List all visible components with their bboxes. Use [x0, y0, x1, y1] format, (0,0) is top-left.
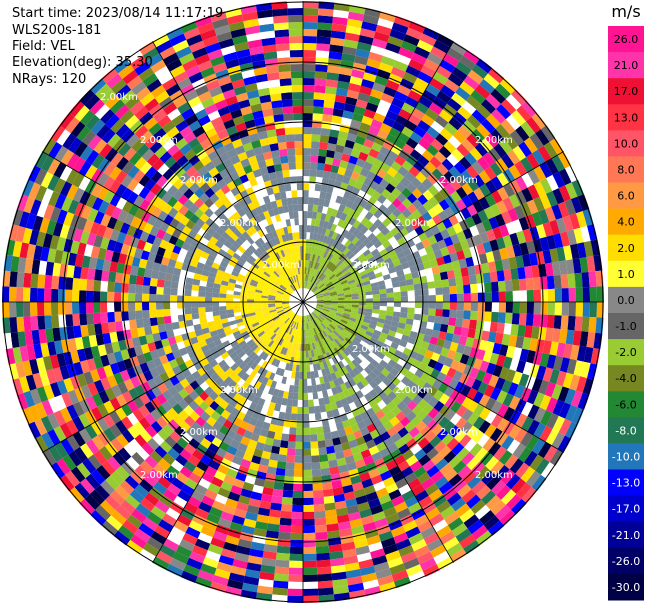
colorbar-swatch — [608, 286, 644, 314]
colorbar-tick-label: -6.0 — [615, 398, 636, 411]
colorbar-swatch — [608, 260, 644, 288]
colorbar-tick-label: 10.0 — [614, 137, 639, 150]
colorbar-tick-label: -8.0 — [615, 424, 636, 437]
colorbar-swatch — [608, 208, 644, 236]
instrument-label: WLS200s-181 — [12, 23, 102, 38]
range-ring-label: 2.00km — [140, 470, 178, 481]
colorbar-swatch — [608, 521, 644, 549]
nrays-label: NRays: 120 — [12, 72, 87, 87]
azimuth-spoke — [302, 151, 564, 303]
azimuth-spoke — [42, 151, 304, 303]
azimuth-spoke — [302, 41, 454, 303]
range-ring-label: 2.00km — [140, 135, 178, 146]
colorbar-tick-label: -30.0 — [612, 581, 640, 594]
colorbar-title: m/s — [611, 2, 640, 21]
range-ring-label: 2.00km — [475, 135, 513, 146]
elevation-label: Elevation(deg): 35.30 — [12, 55, 153, 70]
colorbar-swatch — [608, 495, 644, 523]
field-label: Field: VEL — [12, 39, 75, 54]
colorbar-tick-label: -17.0 — [612, 503, 640, 516]
ppi-plot: 2.00km 2.00km 2.00km 2.00km 2.00km 2.00km 2.00… — [1, 0, 605, 604]
range-ring-label: 2.00km — [395, 218, 433, 229]
colorbar-tick-label: -26.0 — [612, 555, 640, 568]
colorbar-swatch — [608, 130, 644, 157]
colorbar-tick-label: 0.0 — [617, 294, 635, 307]
colorbar-tick-label: 2.0 — [617, 242, 635, 255]
azimuth-spoke — [152, 41, 304, 303]
colorbar-swatch — [608, 469, 644, 497]
start-time-label: Start time: 2023/08/14 11:17:19 — [12, 6, 224, 21]
colorbar-swatch — [608, 156, 644, 184]
colorbar-swatch — [608, 313, 644, 340]
colorbar-swatch — [608, 52, 644, 79]
colorbar-tick-label: 1.0 — [617, 268, 635, 281]
colorbar-tick-label: -2.0 — [615, 346, 636, 359]
colorbar-tick-label: -1.0 — [615, 320, 636, 333]
colorbar-swatch — [608, 547, 644, 575]
range-ring-label: 2.00km — [220, 385, 258, 396]
range-ring-label: 2.00km — [100, 92, 138, 103]
range-ring-label: 2.00km — [220, 218, 258, 229]
colorbar-tick-label: -10.0 — [612, 451, 640, 464]
range-ring-label: 2.00km — [395, 385, 433, 396]
colorbar-tick-label: -13.0 — [612, 477, 640, 490]
colorbar-tick-label: -21.0 — [612, 529, 640, 542]
colorbar-tick-label: 8.0 — [617, 164, 635, 177]
range-ring-label: 2.00km — [180, 175, 218, 186]
range-ring-label: 2.00km — [440, 427, 478, 438]
azimuth-spoke — [42, 301, 304, 453]
range-ring-label: 2.00km — [180, 427, 218, 438]
colorbar-swatch — [608, 182, 644, 210]
colorbar-swatch — [608, 365, 644, 392]
azimuth-spoke — [152, 301, 304, 563]
range-ring-label: 2.00km — [262, 260, 300, 271]
colorbar-swatch — [608, 443, 644, 471]
azimuth-spoke — [302, 301, 454, 563]
colorbar-swatch — [608, 104, 644, 131]
colorbar: m/s 26.0 21.0 17.0 13.0 10.0 8.0 6.0 4.0 2.0 1.0 0.… — [608, 2, 644, 601]
range-ring-label: 2.00km — [475, 470, 513, 481]
colorbar-tick-label: 6.0 — [617, 190, 635, 203]
colorbar-tick-label: 26.0 — [614, 33, 639, 46]
colorbar-swatch — [608, 26, 644, 53]
colorbar-tick-label: -4.0 — [615, 372, 636, 385]
colorbar-swatch — [608, 391, 644, 418]
range-ring-label: 2.00km — [440, 175, 478, 186]
colorbar-swatch — [608, 234, 644, 262]
colorbar-tick-label: 21.0 — [614, 59, 639, 72]
azimuth-spoke — [302, 301, 564, 453]
colorbar-swatch — [608, 78, 644, 105]
colorbar-tick-label: 17.0 — [614, 85, 639, 98]
velocity-bins — [1, 0, 605, 604]
range-ring-label: 2.00km — [352, 260, 390, 271]
colorbar-swatch — [608, 417, 644, 444]
colorbar-swatch — [608, 339, 644, 366]
range-ring-label: 2.00km — [352, 344, 390, 355]
colorbar-tick-label: 4.0 — [617, 216, 635, 229]
colorbar-tick-label: 13.0 — [614, 111, 639, 124]
colorbar-swatch — [608, 573, 644, 601]
